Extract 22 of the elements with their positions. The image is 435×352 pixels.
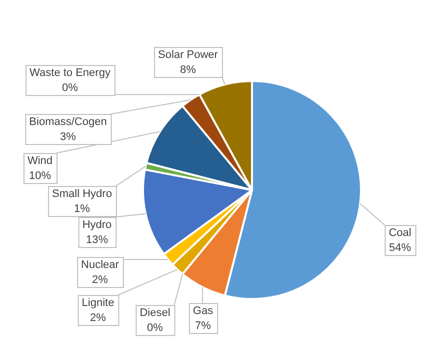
text: 0%: [62, 82, 78, 94]
slice-label: Small Hydro: [52, 188, 112, 200]
slice-label: Biomass/Cogen: [29, 116, 107, 128]
slice-label: Gas: [192, 305, 214, 318]
slice-label: Nuclear: [81, 259, 120, 272]
data-label: 8%: [180, 64, 196, 76]
slice-label: Solar Power: [158, 49, 218, 62]
data-label: 3%: [60, 131, 76, 144]
data-label: 1%: [74, 203, 90, 216]
slice-label: Coal: [388, 227, 412, 240]
category-label: Diesel: [140, 307, 170, 320]
data-label: 2%: [92, 274, 108, 286]
data-label: 7%: [195, 320, 212, 332]
category-label: Waste to Energy: [30, 67, 110, 80]
data-label: 2%: [90, 312, 106, 324]
slice-label: Wind: [27, 155, 53, 168]
data-label: 54%: [388, 242, 412, 254]
text: 0%: [147, 322, 163, 334]
data-label: 10%: [28, 170, 52, 182]
data-label: 13%: [86, 234, 108, 246]
slice-label: Lignite: [82, 297, 114, 310]
slice-label: Hydro: [82, 219, 112, 232]
